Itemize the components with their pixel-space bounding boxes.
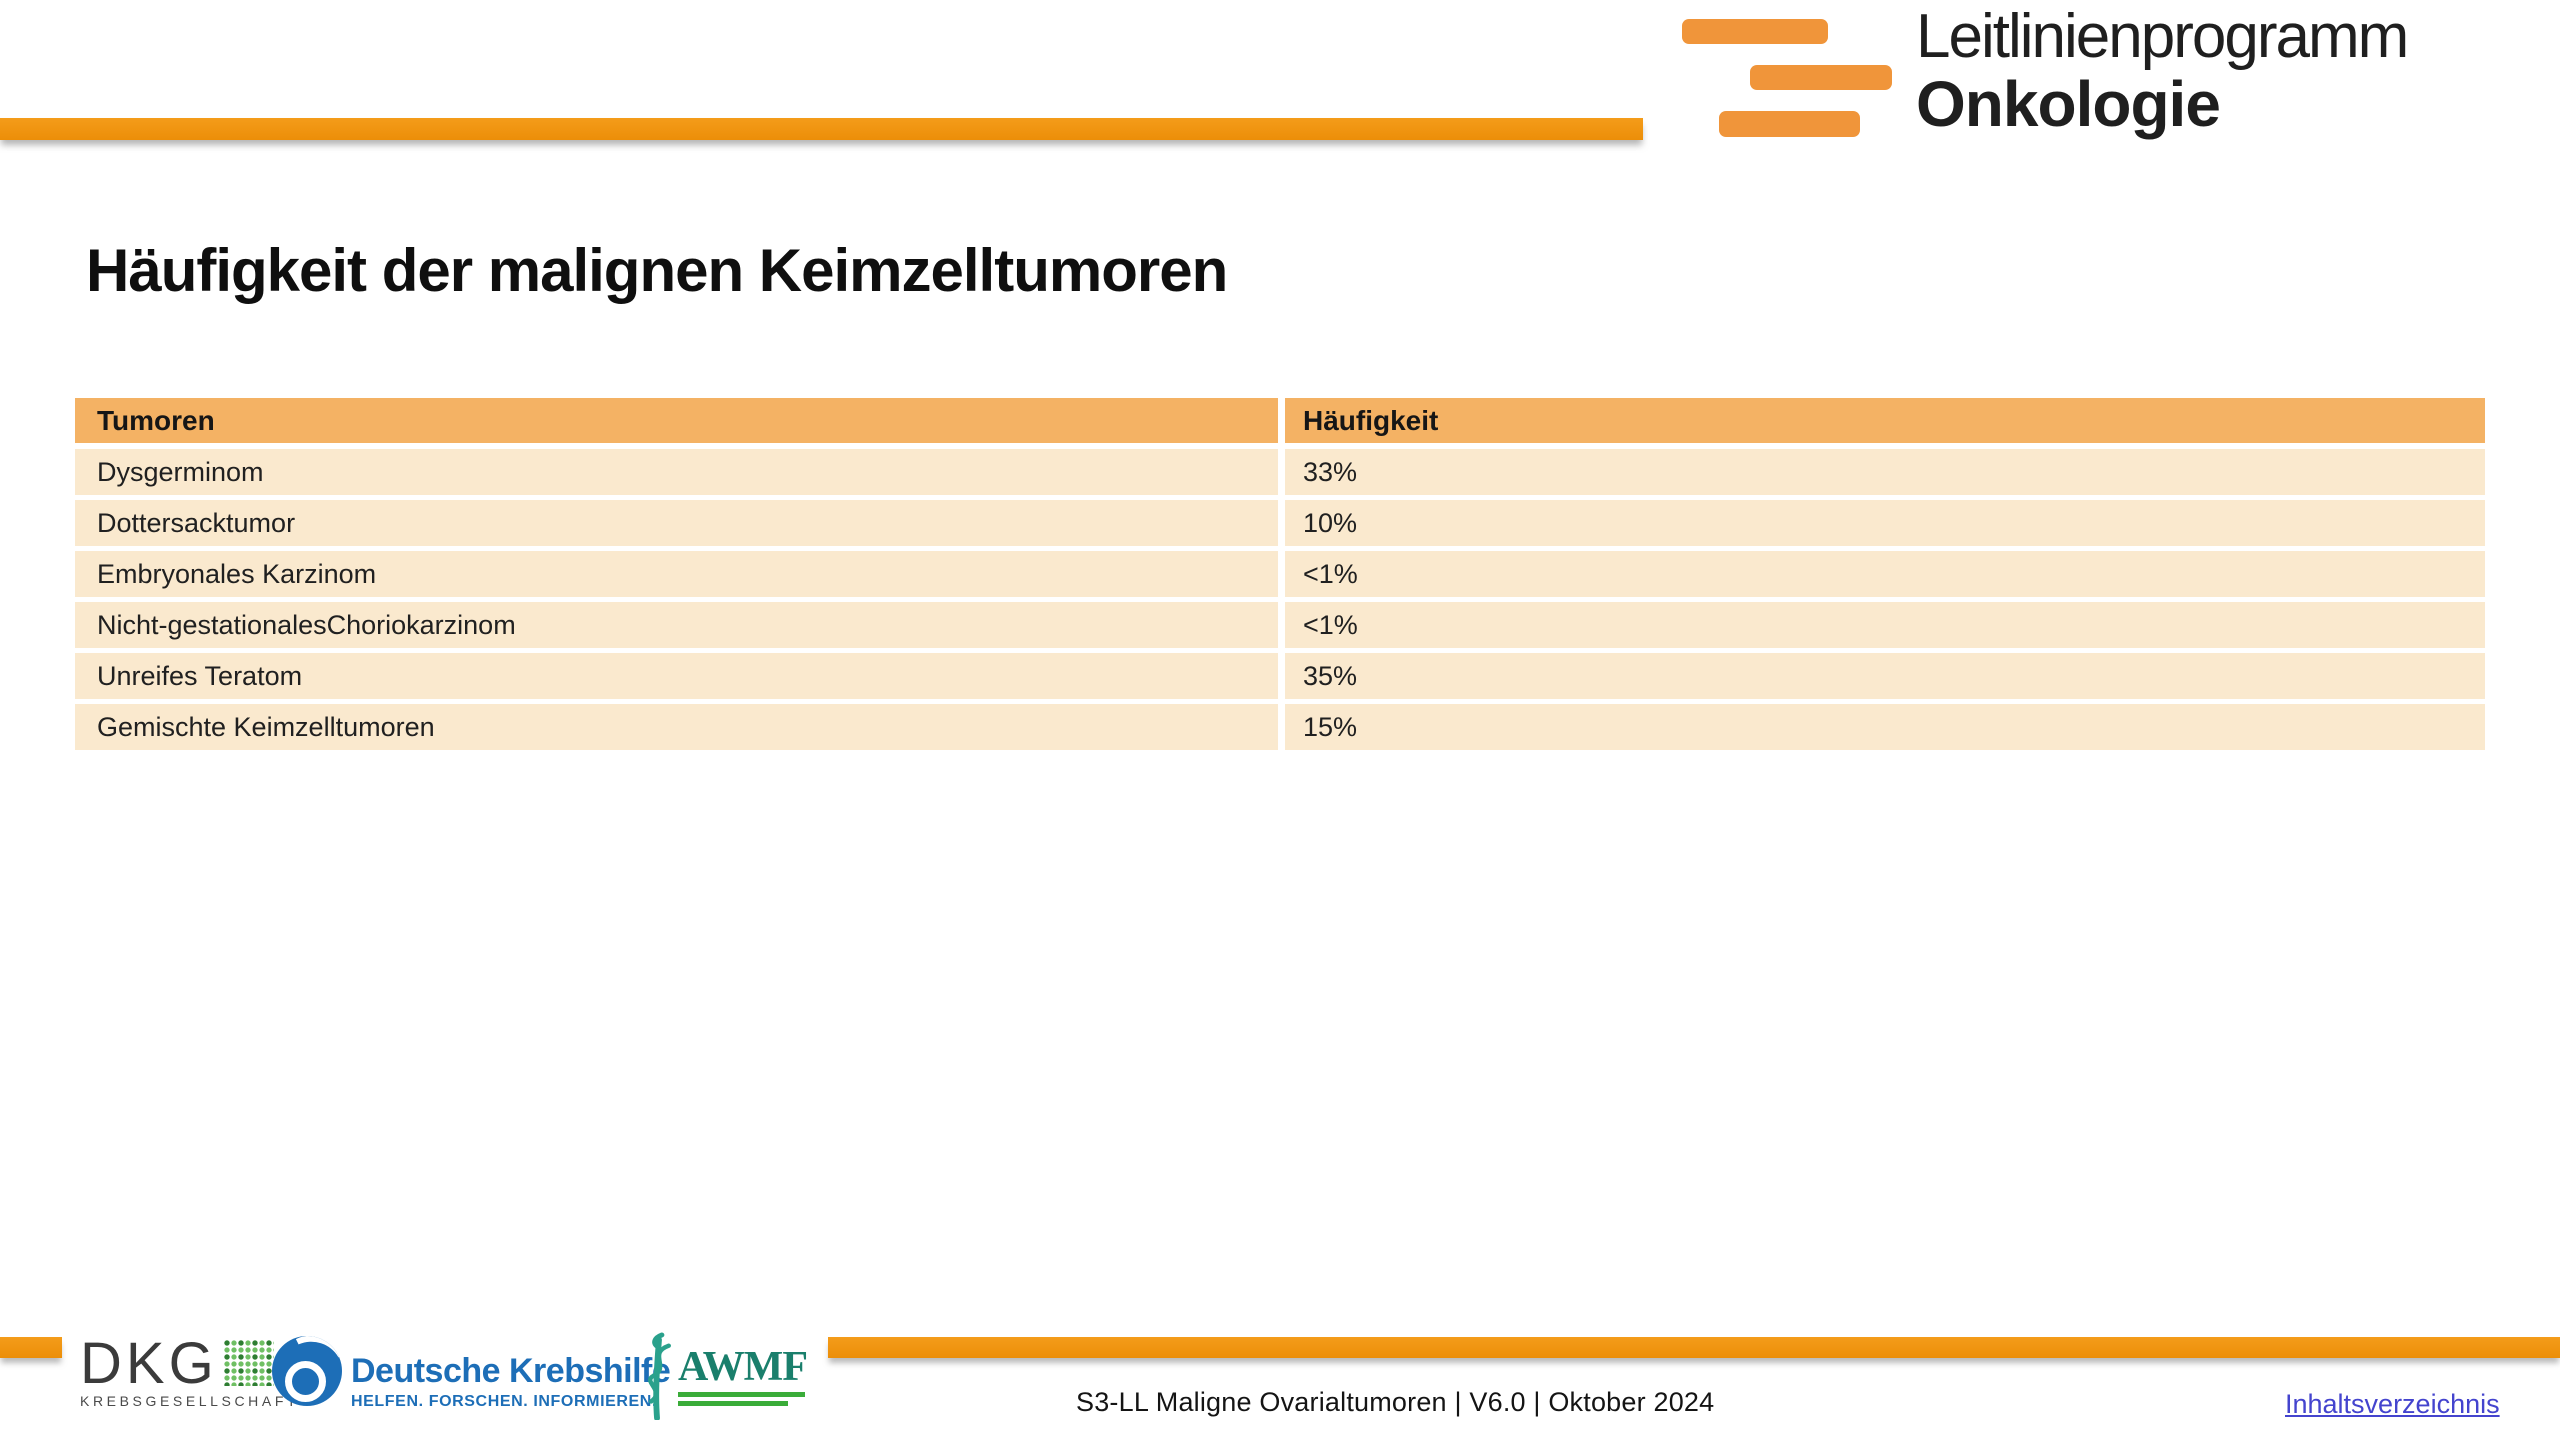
awmf-underline-bottom — [678, 1401, 788, 1406]
tumor-cell: Nicht-gestationalesChoriokarzinom — [75, 602, 1278, 648]
footer-accent-bar-right — [828, 1337, 2560, 1358]
table-row: Unreifes Teratom 35% — [75, 653, 2485, 699]
onkologie-logo-bar-bottom — [1719, 111, 1860, 137]
table-row: Nicht-gestationalesChoriokarzinom <1% — [75, 602, 2485, 648]
page-title: Häufigkeit der malignen Keimzelltumoren — [86, 237, 1228, 304]
dkg-logo: DKG KREBSGESELLSCHAFT — [80, 1331, 300, 1410]
frequency-cell: 35% — [1285, 653, 2485, 699]
table-row: Dysgerminom 33% — [75, 449, 2485, 495]
dkg-subtitle: KREBSGESELLSCHAFT — [80, 1393, 300, 1410]
column-header-tumoren: Tumoren — [75, 398, 1278, 443]
dkg-wordmark: DKG — [80, 1331, 218, 1396]
tumor-cell: Unreifes Teratom — [75, 653, 1278, 699]
awmf-logo: AWMF — [638, 1332, 808, 1420]
inhaltsverzeichnis-link[interactable]: Inhaltsverzeichnis — [2285, 1389, 2500, 1419]
krebshilfe-wordmark: Deutsche Krebshilfe — [351, 1352, 671, 1390]
dkg-dot-grid-icon — [223, 1340, 274, 1386]
tumor-cell: Dysgerminom — [75, 449, 1278, 495]
frequency-cell: <1% — [1285, 551, 2485, 597]
aesculapius-staff-icon — [648, 1332, 671, 1420]
frequency-cell: 10% — [1285, 500, 2485, 546]
onkologie-logo-bar-middle — [1750, 65, 1892, 90]
logo-line1: Leitlinienprogramm — [1916, 2, 2409, 71]
krebshilfe-swirl-icon — [272, 1336, 342, 1406]
tumor-frequency-table: Tumoren Häufigkeit Dysgerminom 33% Dotte… — [75, 398, 2485, 755]
awmf-wordmark: AWMF — [678, 1344, 808, 1390]
frequency-cell: 15% — [1285, 704, 2485, 750]
tumor-cell: Embryonales Karzinom — [75, 551, 1278, 597]
deutsche-krebshilfe-logo: Deutsche Krebshilfe HELFEN. FORSCHEN. IN… — [272, 1336, 671, 1411]
krebshilfe-subtitle: HELFEN. FORSCHEN. INFORMIEREN. — [351, 1393, 658, 1410]
column-header-haeufigkeit: Häufigkeit — [1285, 398, 2485, 443]
onkologie-logo-bar-top — [1682, 19, 1828, 44]
table-row: Gemischte Keimzelltumoren 15% — [75, 704, 2485, 750]
header-accent-bar — [0, 118, 1643, 140]
table-row: Dottersacktumor 10% — [75, 500, 2485, 546]
onkologie-logo-wordmark: Leitlinienprogramm Onkologie — [1916, 2, 2409, 140]
footer-accent-bar-left — [0, 1337, 62, 1358]
tumor-cell: Gemischte Keimzelltumoren — [75, 704, 1278, 750]
table-row: Embryonales Karzinom <1% — [75, 551, 2485, 597]
footer-status-line: S3-LL Maligne Ovarialtumoren | V6.0 | Ok… — [1076, 1387, 1715, 1417]
table-header-row: Tumoren Häufigkeit — [75, 398, 2485, 443]
awmf-underline-top — [678, 1392, 805, 1397]
logo-line2: Onkologie — [1916, 68, 2221, 140]
frequency-cell: <1% — [1285, 602, 2485, 648]
frequency-cell: 33% — [1285, 449, 2485, 495]
tumor-cell: Dottersacktumor — [75, 500, 1278, 546]
